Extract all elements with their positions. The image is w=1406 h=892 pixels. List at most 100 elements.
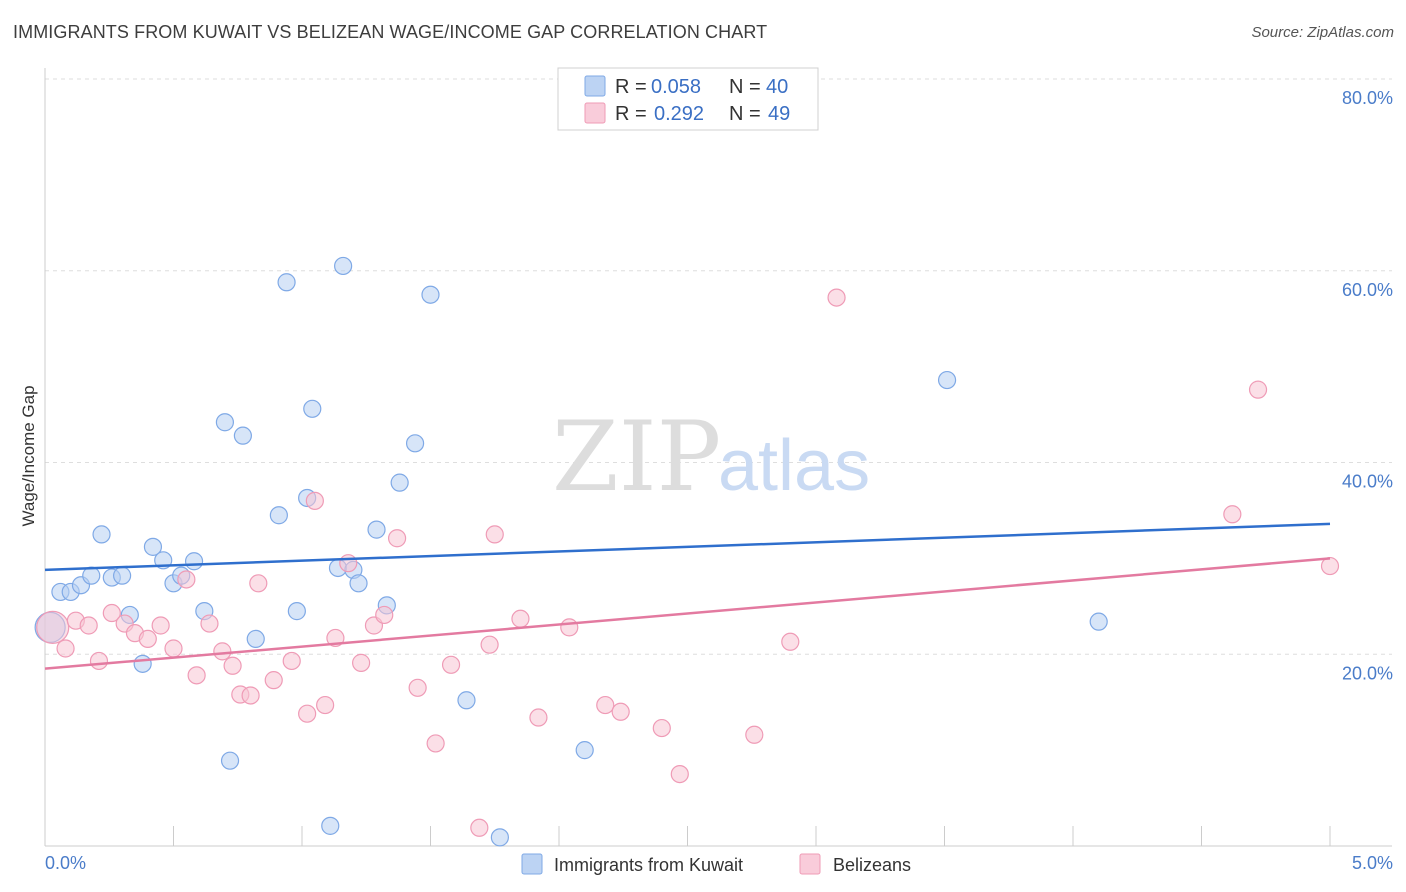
belizeans-point-46: [1223, 505, 1242, 524]
belizeans-point-33: [470, 818, 489, 837]
belizeans-point-36: [511, 609, 530, 628]
kuwait-point-25: [321, 816, 340, 835]
belizeans-point-38: [560, 618, 579, 637]
belizeans-point-48: [1320, 556, 1340, 576]
x-tick-label-0: 0.0%: [45, 853, 86, 873]
belizeans-point-34: [480, 635, 499, 654]
axes: [44, 68, 1392, 847]
belizeans-point-18: [249, 574, 268, 593]
source-credit: Source: ZipAtlas.com: [1251, 24, 1394, 41]
y-tick-label-0: 20.0%: [1342, 663, 1393, 683]
belizeans-point-11: [177, 570, 196, 589]
belizeans-point-19: [264, 671, 283, 690]
belizeans-point-12: [187, 666, 206, 685]
kuwait-point-30: [367, 520, 386, 539]
x-tick-labels: 0.0% 5.0%: [45, 853, 1393, 873]
kuwait-trend-line: [44, 522, 1331, 572]
legend-r-label-kuwait: R =: [615, 76, 647, 98]
chart-title: IMMIGRANTS FROM KUWAIT VS BELIZEAN WAGE/…: [13, 22, 768, 42]
kuwait-point-32: [390, 473, 409, 492]
kuwait-point-36: [490, 828, 509, 847]
kuwait-point-16: [215, 413, 234, 432]
kuwait-point-18: [233, 426, 252, 445]
belizeans-point-41: [652, 718, 671, 738]
belizeans-point-5: [102, 603, 121, 623]
belizeans-point-14: [213, 642, 232, 661]
belizeans-point-40: [611, 702, 630, 721]
belizeans-point-37: [529, 708, 548, 727]
belizeans-point-21: [298, 704, 317, 723]
belizeans-point-22: [305, 491, 324, 510]
belizeans-point-0: [36, 610, 70, 645]
correlation-legend: R = 0.058 N = 40 R = 0.292 N = 49: [557, 67, 819, 131]
belizeans-point-9: [151, 616, 170, 635]
belizeans-point-13: [200, 614, 219, 633]
belizeans-point-30: [408, 678, 427, 697]
belizeans-point-28: [375, 605, 394, 625]
legend-r-label-belizeans: R =: [615, 103, 647, 125]
belizeans-point-45: [827, 288, 846, 307]
data-points: [34, 256, 1340, 847]
kuwait-point-9: [133, 654, 152, 673]
belizeans-point-15: [223, 656, 242, 675]
belizeans-point-31: [426, 734, 445, 753]
kuwait-point-38: [937, 370, 957, 390]
legend-swatch-belizeans: [584, 102, 606, 124]
kuwait-point-19: [246, 629, 265, 649]
belizeans-point-35: [485, 525, 504, 544]
y-axis-label: Wage/Income Gap: [19, 385, 38, 526]
series-legend-swatch-belizeans: [799, 853, 821, 875]
legend-swatch-kuwait: [584, 75, 606, 97]
belizeans-point-23: [316, 695, 335, 715]
kuwait-point-27: [334, 256, 353, 276]
kuwait-point-39: [1089, 612, 1108, 631]
kuwait-point-35: [457, 691, 476, 710]
kuwait-point-33: [405, 434, 425, 453]
kuwait-point-7: [112, 566, 132, 585]
belizeans-point-42: [670, 764, 689, 784]
belizeans-point-4: [89, 651, 109, 671]
legend-r-value-belizeans: 0.292: [654, 103, 704, 125]
kuwait-point-37: [575, 741, 594, 760]
kuwait-point-22: [287, 602, 306, 621]
belizeans-point-17: [241, 686, 260, 705]
kuwait-point-10: [143, 537, 163, 556]
kuwait-point-21: [277, 273, 296, 292]
series-legend-label-belizeans: Belizeans: [833, 855, 911, 875]
kuwait-point-34: [421, 285, 440, 304]
belizeans-point-26: [352, 653, 371, 672]
series-legend-label-kuwait: Immigrants from Kuwait: [554, 855, 743, 875]
kuwait-point-24: [303, 399, 322, 418]
legend-n-label-belizeans: N =: [729, 103, 761, 125]
y-tick-labels: 20.0% 40.0% 60.0% 80.0%: [1342, 88, 1393, 683]
belizeans-point-1: [56, 639, 75, 658]
watermark-zip: ZIP: [552, 401, 721, 513]
y-tick-label-2: 60.0%: [1342, 280, 1393, 300]
kuwait-point-5: [92, 525, 111, 544]
belizeans-point-25: [339, 554, 358, 573]
kuwait-point-20: [269, 506, 288, 525]
kuwait-point-14: [184, 552, 204, 571]
trend-lines: [44, 522, 1331, 670]
kuwait-point-17: [220, 751, 240, 770]
legend-n-label-kuwait: N =: [729, 76, 761, 98]
watermark-atlas: atlas: [718, 426, 870, 506]
legend-n-value-belizeans: 49: [768, 103, 790, 125]
belizeans-point-20: [282, 651, 301, 671]
watermark: ZIP atlas: [552, 401, 870, 513]
belizeans-point-3: [79, 616, 98, 635]
legend-n-value-kuwait: 40: [766, 76, 788, 98]
belizeans-point-43: [745, 725, 764, 744]
legend-r-value-kuwait: 0.058: [651, 76, 701, 98]
series-legend: Immigrants from Kuwait Belizeans: [521, 853, 911, 875]
belizeans-point-8: [138, 629, 157, 649]
y-tick-label-1: 40.0%: [1342, 472, 1393, 492]
belizeans-point-29: [387, 529, 407, 548]
belizeans-point-39: [596, 695, 615, 715]
belizeans-point-44: [781, 632, 800, 651]
grid-lines: [45, 78, 1392, 655]
belizeans-point-10: [164, 639, 183, 658]
kuwait-point-29: [349, 574, 368, 593]
y-tick-label-3: 80.0%: [1342, 88, 1393, 108]
